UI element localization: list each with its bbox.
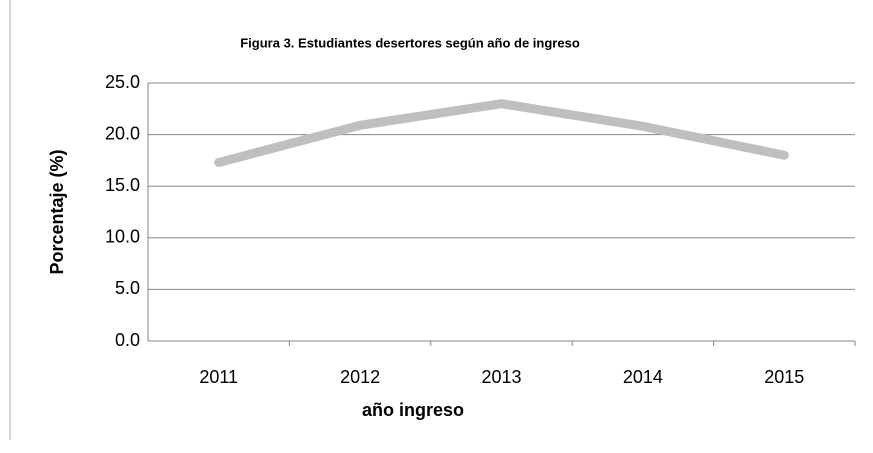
y-tick-label: 0.0 (115, 330, 140, 350)
x-tick-label: 2012 (340, 367, 380, 387)
y-tick-label: 10.0 (105, 227, 140, 247)
x-tick-label: 2015 (764, 367, 804, 387)
y-tick-label: 25.0 (105, 72, 140, 92)
y-tick-label: 20.0 (105, 123, 140, 143)
chart-title: Figura 3. Estudiantes desertores según a… (240, 35, 580, 50)
x-axis-label: año ingreso (362, 400, 464, 420)
x-tick-label: 2011 (199, 367, 238, 387)
y-tick-label: 5.0 (115, 278, 140, 298)
y-tick-label: 15.0 (105, 175, 140, 195)
x-tick-label: 2013 (481, 367, 521, 387)
line (214, 99, 789, 167)
y-axis-label: Porcentaje (%) (47, 149, 67, 274)
x-tick-label: 2014 (623, 367, 663, 387)
